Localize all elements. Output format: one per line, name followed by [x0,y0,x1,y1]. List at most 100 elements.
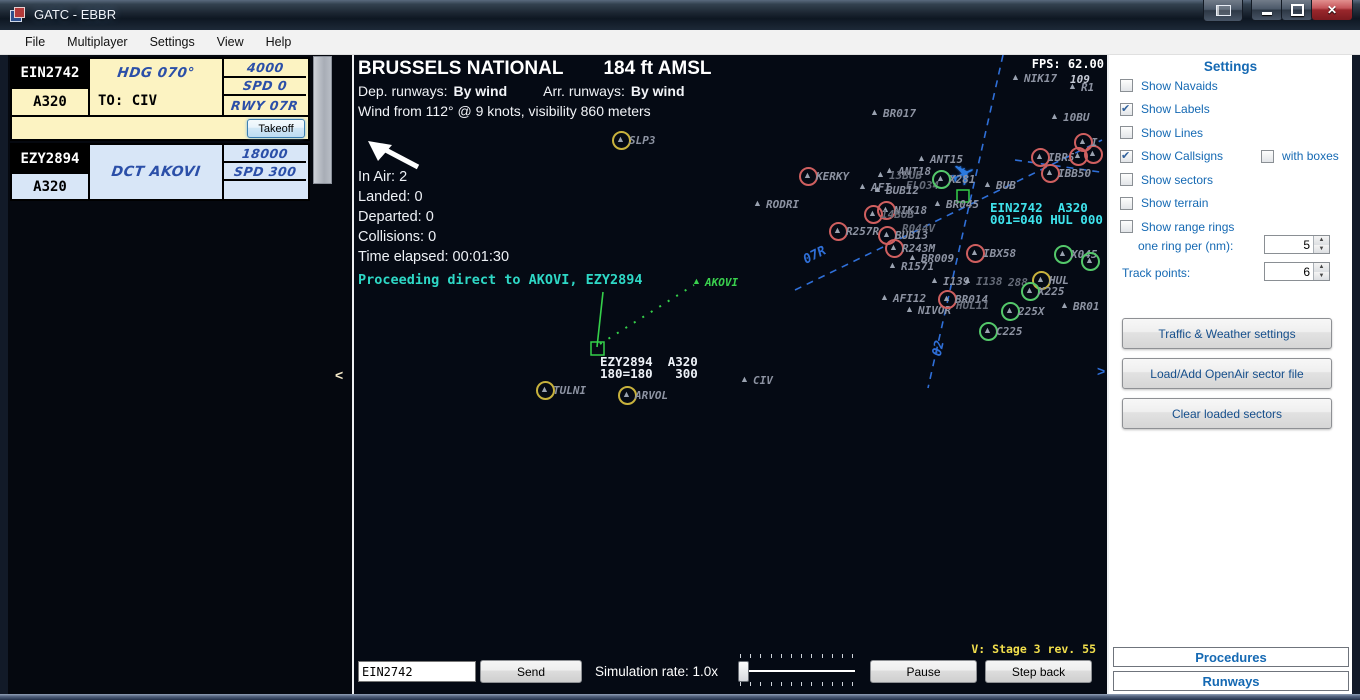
waypoint-label: NIK18 [894,204,928,217]
spinner-down-icon[interactable]: ▼ [1314,244,1329,253]
send-button[interactable]: Send [480,660,582,683]
minimize-button[interactable] [1251,0,1283,21]
checkbox-label: Show Lines [1141,125,1204,140]
ring-per-spinner[interactable]: 5 ▲ ▼ [1264,235,1330,254]
menu-view[interactable]: View [216,34,244,49]
waypoint-triangle-icon: ▲ [1060,300,1069,310]
checkbox-show-navaids[interactable] [1120,79,1133,92]
slider-tick [791,654,792,658]
menu-settings[interactable]: Settings [149,34,195,49]
waypoint-triangle-icon: ▲ [876,169,885,179]
waypoint-label: I139 [943,275,970,288]
strip-speed-entry[interactable]: SPD 0 [242,78,288,94]
panel-divider [1107,55,1109,694]
red-ring-icon [938,290,957,309]
menu-multiplayer[interactable]: Multiplayer [67,34,128,49]
waypoint-label: IBR5 [1048,151,1075,164]
waypoint-triangle-icon: ▲ [983,325,992,335]
slider-handle[interactable] [738,661,749,682]
waypoint-triangle-icon: ▲ [1073,150,1082,160]
spinner-up-icon[interactable]: ▲ [1314,263,1329,272]
pause-button[interactable]: Pause [870,660,977,683]
flight-strip-ezy2894[interactable]: EZY2894 A320 DCT AKOVI 18000 SPD 300 [10,143,310,201]
checkbox-show-labels[interactable] [1120,102,1133,116]
collapse-left-panel-arrow[interactable]: < [335,367,344,383]
track-points-label: Track points: [1122,266,1191,280]
waypoint-triangle-icon: ▲ [870,107,879,117]
strip-altitude-entry[interactable]: 18000 [241,145,289,161]
waypoint-triangle-icon: ▲ [1058,248,1067,258]
strip-callsign[interactable]: EZY2894 [12,145,88,172]
settings-title: Settings [1203,59,1258,74]
strip-aircraft-type[interactable]: A320 [12,87,88,115]
window-frame-right [1352,55,1360,694]
runways-line: Dep. runways: By wind Arr. runways: By w… [358,83,685,99]
dep-runways-value: By wind [453,83,508,99]
checkbox-with-boxes[interactable] [1261,149,1275,163]
waypoint-triangle-icon: ▲ [882,229,891,239]
strip-heading-entry[interactable]: HDG 070° [116,65,196,81]
strip-aircraft-type[interactable]: A320 [12,172,88,199]
waypoint-triangle-icon: ▲ [868,208,877,218]
collapse-right-panel-arrow[interactable]: > [1097,363,1106,379]
strip-direct-entry[interactable]: DCT AKOVI [110,164,202,180]
simulation-rate-slider[interactable] [737,654,857,686]
waypoint-label: BR009 [921,252,955,265]
checkbox-show-sectors[interactable] [1120,173,1133,186]
waypoint-triangle-icon: ▲ [740,374,749,384]
red-ring-icon [864,205,883,224]
checkbox-label: Show Callsigns [1141,149,1224,163]
menu-help[interactable]: Help [265,34,292,49]
menu-file[interactable]: File [25,34,46,49]
window-icon [1215,5,1231,16]
radar-display[interactable]: 07R 02 ✈ ▲ SLP3 ▲ BR017 ▲ NIK17 109 ▲ R1 ▲ 10BU ▲ ANT15… [354,55,1107,694]
checkbox-show-range-rings[interactable] [1120,220,1133,233]
load-openair-sector-button[interactable]: Load/Add OpenAir sector file [1122,358,1332,389]
track-points-spinner[interactable]: 6 ▲ ▼ [1264,262,1330,281]
waypoint-triangle-icon: ▲ [1025,285,1034,295]
waypoint-triangle-icon: ▲ [1078,136,1087,146]
slider-tick [811,682,813,686]
waypoint-label: R1 [1081,81,1095,94]
step-back-button[interactable]: Step back [985,660,1092,683]
clear-loaded-sectors-button[interactable]: Clear loaded sectors [1122,398,1332,429]
procedures-panel-header[interactable]: Procedures [1113,647,1349,667]
waypoint-label: IBB50 [1058,167,1092,180]
waypoint-label: X225 [1038,285,1065,298]
strip-speed-entry[interactable]: SPD 300 [232,163,298,179]
setting-row: Show Lines [1120,125,1345,140]
checkbox-show-callsigns[interactable] [1120,149,1133,163]
maximize-button[interactable] [1281,0,1313,21]
aircraft-datablock-EZY2894[interactable]: EZY2894 A320 180=180 300 [600,354,698,381]
toolbar-window-button[interactable] [1203,0,1243,22]
green-ring-icon [1054,245,1073,264]
version-label: V: Stage 3 rev. 55 [971,642,1096,656]
slider-tick [740,682,741,686]
waypoint-label: BUB12 [886,184,920,197]
takeoff-button[interactable]: Takeoff [247,119,305,138]
spinner-up-icon[interactable]: ▲ [1314,236,1329,245]
flight-strip-ein2742[interactable]: EIN2742 A320 HDG 070° TO: CIV 4000 SPD 0… [10,57,310,141]
strip-destination[interactable]: TO: CIV [98,93,158,109]
waypoint-triangle-icon: ▲ [1068,81,1077,91]
waypoint-label: R243M [902,242,936,255]
traffic-weather-settings-button[interactable]: Traffic & Weather settings [1122,318,1332,349]
checkbox-show-lines[interactable] [1120,126,1133,139]
waypoint-triangle-icon: ▲ [885,165,894,175]
green-ring-icon [1001,302,1020,321]
app-icon [10,7,26,23]
command-input[interactable] [358,661,476,682]
spinner-down-icon[interactable]: ▼ [1314,271,1329,280]
runways-panel-header[interactable]: Runways [1113,671,1349,691]
checkbox-show-terrain[interactable] [1120,196,1133,210]
aircraft-datablock-EIN2742[interactable]: EIN2742 A320 001=040 HUL 000 [990,200,1103,227]
waypoint-label: R044V [902,222,936,235]
strip-scrollbar[interactable] [313,56,332,184]
close-button[interactable]: ✕ [1311,0,1353,21]
strip-callsign[interactable]: EIN2742 [12,59,88,87]
waypoint-label: 14BUB [881,208,915,221]
strip-runway-entry[interactable]: RWY 07R [230,98,300,114]
slider-track[interactable] [739,670,855,672]
strip-altitude-entry[interactable]: 4000 [245,59,285,75]
yellow-ring-icon [612,131,631,150]
